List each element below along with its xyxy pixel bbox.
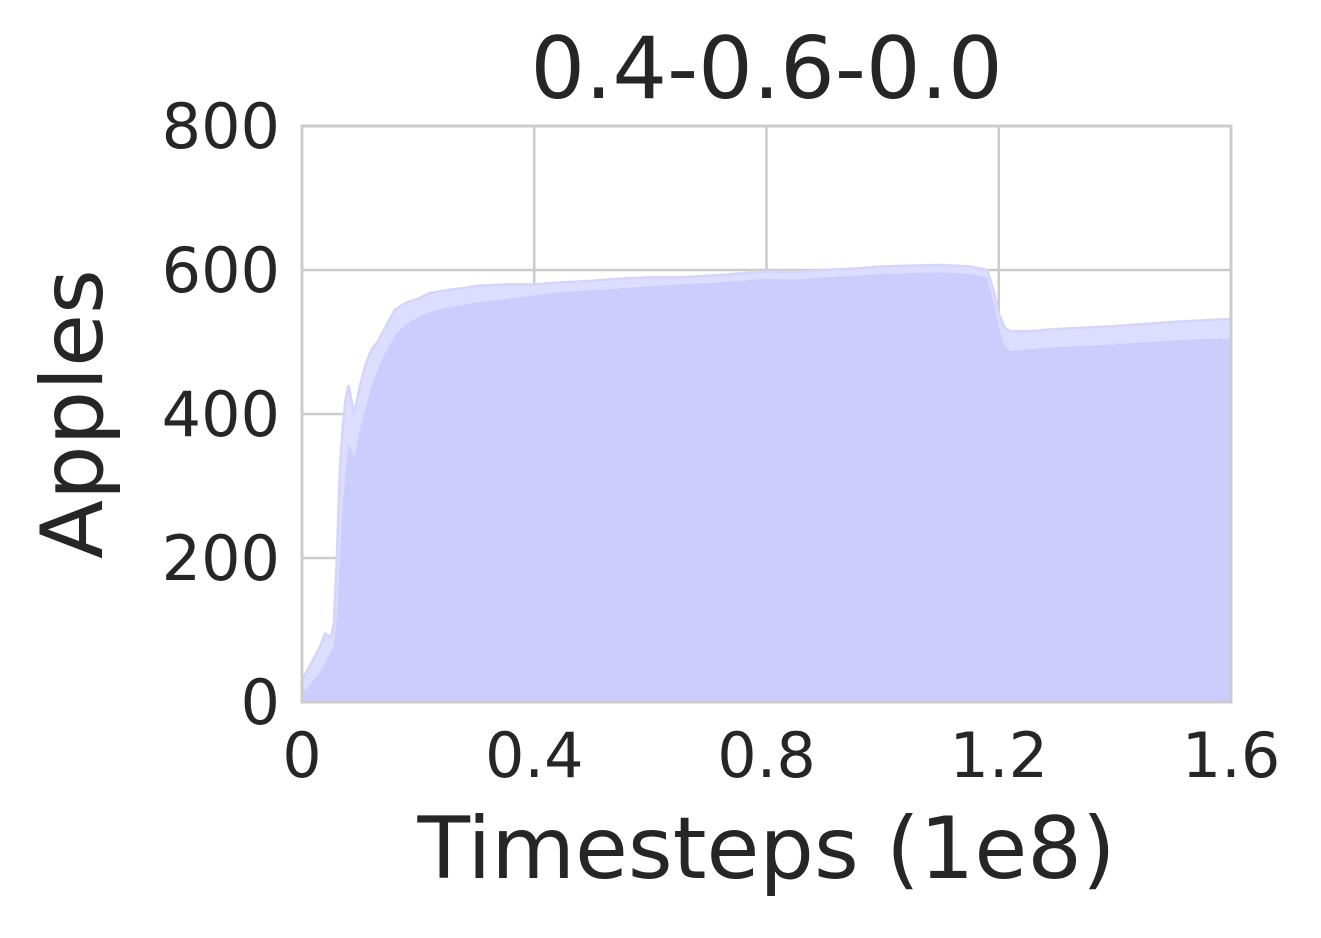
x-tick-label: 0 — [282, 719, 321, 792]
x-tick-label: 1.2 — [949, 719, 1048, 792]
x-axis-ticks: 0 0.4 0.8 1.2 1.6 — [282, 719, 1280, 792]
x-tick-label: 0.8 — [717, 719, 816, 792]
x-tick-label: 1.6 — [1182, 719, 1281, 792]
plot-area — [300, 263, 1232, 702]
chart-title: 0.4-0.6-0.0 — [530, 19, 1002, 119]
axes-frame — [300, 124, 1233, 704]
area-fill — [302, 272, 1231, 702]
y-tick-label: 200 — [162, 522, 280, 595]
upper-line — [300, 263, 1232, 681]
y-axis-label: Apples — [23, 269, 123, 559]
y-tick-label: 800 — [162, 90, 280, 163]
x-axis-label: Timesteps (1e8) — [416, 799, 1115, 899]
y-tick-label: 600 — [162, 234, 280, 307]
x-tick-label: 0.4 — [485, 719, 584, 792]
y-tick-label: 0 — [241, 666, 280, 739]
y-tick-label: 400 — [162, 378, 280, 451]
y-axis-ticks: 0 200 400 600 800 — [162, 90, 280, 739]
